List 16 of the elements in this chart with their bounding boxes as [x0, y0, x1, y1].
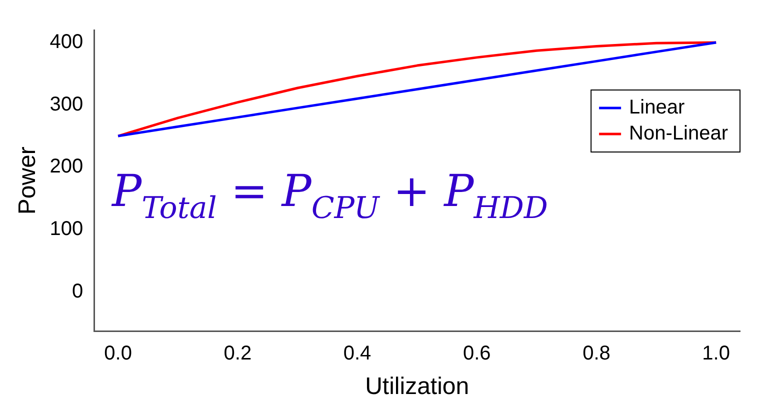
- x-tick-label: 1.0: [702, 342, 730, 365]
- y-tick-label: 0: [72, 280, 84, 302]
- legend-label: Non-Linear: [629, 122, 728, 145]
- y-tick-label: 200: [50, 156, 84, 178]
- legend-label: Linear: [629, 96, 685, 119]
- x-tick-label: 0.8: [582, 342, 610, 365]
- x-axis-title: Utilization: [365, 373, 470, 400]
- y-tick-label: 100: [50, 218, 84, 240]
- y-tick-label: 400: [50, 30, 84, 53]
- x-tick-label: 0.0: [104, 342, 132, 365]
- y-tick-label: 300: [50, 93, 84, 116]
- x-tick-label: 0.6: [462, 342, 491, 365]
- x-tick-label: 0.4: [343, 342, 372, 365]
- y-axis-title: Power: [14, 146, 42, 215]
- annotation: P$_{Total}$ = P$_{CPU}$ + P$_{HDD}$: [112, 166, 548, 226]
- x-tick-label: 0.2: [224, 342, 252, 365]
